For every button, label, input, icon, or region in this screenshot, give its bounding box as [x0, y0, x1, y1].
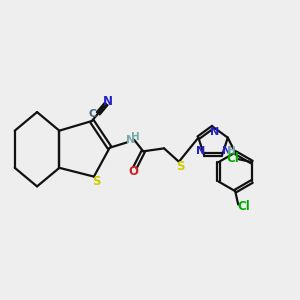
Text: Cl: Cl	[237, 200, 250, 213]
Text: N: N	[196, 146, 205, 156]
Text: O: O	[128, 165, 138, 178]
Text: N: N	[210, 127, 220, 137]
Text: N: N	[222, 146, 231, 156]
Text: N: N	[126, 135, 135, 145]
Text: N: N	[103, 95, 113, 108]
Text: C: C	[89, 109, 97, 119]
Text: Cl: Cl	[227, 152, 240, 165]
Text: S: S	[92, 176, 100, 188]
Text: H: H	[130, 132, 139, 142]
Text: H: H	[227, 146, 236, 156]
Text: S: S	[176, 160, 185, 173]
